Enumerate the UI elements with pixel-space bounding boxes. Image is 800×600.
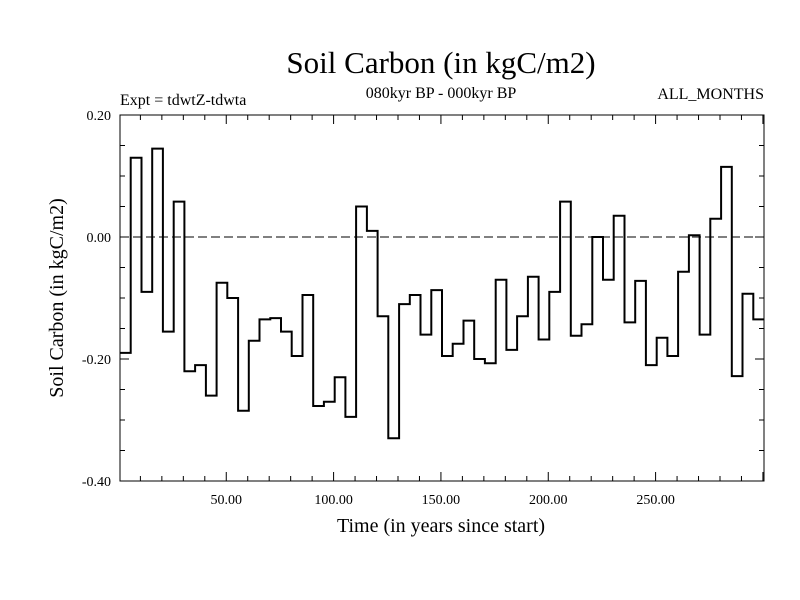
x-tick-label: 150.00	[422, 493, 461, 508]
plot-frame	[119, 114, 765, 482]
experiment-label: Expt = tdwtZ-tdwta	[120, 92, 246, 109]
y-tick-label: -0.40	[82, 475, 111, 490]
y-axis-label: Soil Carbon (in kgC/m2)	[46, 198, 68, 397]
months-label: ALL_MONTHS	[657, 86, 764, 103]
x-tick-label: 200.00	[529, 493, 568, 508]
x-tick-label: 250.00	[636, 493, 675, 508]
period-label: 080kyr BP - 000kyr BP	[366, 85, 517, 102]
x-tick-label: 50.00	[211, 493, 243, 508]
chart-title: Soil Carbon (in kgC/m2)	[286, 45, 595, 80]
y-tick-label: -0.20	[82, 353, 111, 368]
soil-carbon-series-line	[120, 147, 764, 440]
y-tick-label: 0.00	[87, 231, 112, 246]
y-tick-label: 0.20	[87, 109, 112, 124]
x-tick-label: 100.00	[314, 493, 353, 508]
axis-ticks	[120, 114, 764, 482]
tick-labels: -0.40 -0.20 0.00 0.20 50.00 100.00 150.00 200.0…	[82, 109, 675, 508]
x-axis-label: Time (in years since start)	[337, 515, 545, 537]
